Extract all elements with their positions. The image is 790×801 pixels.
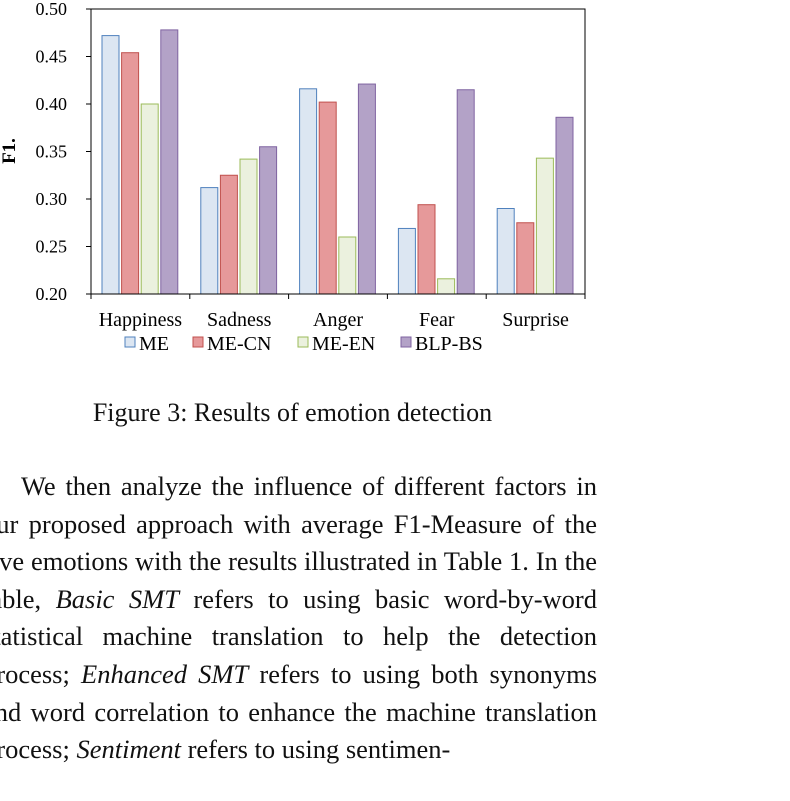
y-tick-label: 0.25 bbox=[36, 237, 68, 257]
bar-me-cn-sadness bbox=[219, 174, 238, 295]
y-axis-label: F1. bbox=[0, 138, 20, 164]
paragraph-text-1: We then analyze the influence of differe… bbox=[0, 471, 597, 614]
x-tick-label-fear: Fear bbox=[419, 309, 455, 331]
bar-me-fear bbox=[397, 227, 416, 295]
bar-me-surprise bbox=[496, 208, 515, 295]
chart-legend: ME ME-CN ME-EN BLP-BS bbox=[124, 333, 483, 355]
bar-blp-bs-happiness bbox=[160, 29, 179, 295]
legend-swatch-me-en bbox=[297, 336, 309, 348]
y-tick-label: 0.45 bbox=[36, 47, 68, 67]
legend-swatch-me-cn bbox=[192, 336, 204, 348]
bar-me-en-anger bbox=[338, 236, 357, 295]
term-enhanced-smt: Enhanced SMT bbox=[81, 658, 249, 689]
bar-me-cn-fear bbox=[417, 204, 436, 295]
legend-swatch-me bbox=[124, 336, 136, 348]
bar-me-cn-surprise bbox=[516, 222, 535, 295]
y-tick-label: 0.35 bbox=[36, 142, 68, 162]
term-sentiment: Sentiment bbox=[76, 734, 181, 765]
legend-label-me-cn: ME-CN bbox=[207, 333, 271, 355]
bar-me-en-happiness bbox=[140, 103, 159, 295]
legend-label-me-en: ME-EN bbox=[312, 333, 375, 355]
x-tick-label-happiness: Happiness bbox=[99, 309, 183, 331]
figure-caption: Figure 3: Results of emotion detection bbox=[92, 398, 493, 427]
body-paragraph: We then analyze the influence of differe… bbox=[0, 468, 597, 769]
y-tick-label: 0.20 bbox=[36, 284, 68, 304]
paragraph-text-4: refers to using sentimen- bbox=[180, 734, 451, 765]
bar-me-en-surprise bbox=[535, 157, 554, 295]
paragraph-text-2: refers to using basic word-by-word stati… bbox=[0, 583, 597, 689]
bar-blp-bs-surprise bbox=[555, 116, 574, 295]
bar-me-anger bbox=[299, 88, 318, 295]
bar-me-happiness bbox=[101, 35, 120, 295]
x-tick-label-surprise: Surprise bbox=[502, 309, 569, 331]
emotion-detection-chart: 0.20 0.25 0.30 0.35 0.40 0.45 0.50 Happiness Sa… bbox=[0, 0, 586, 355]
paragraph-text-3: refers to using both synonyms and word c… bbox=[0, 658, 598, 765]
legend-swatch-blp-bs bbox=[400, 336, 412, 348]
bar-me-cn-anger bbox=[318, 101, 337, 295]
bar-me-sadness bbox=[200, 187, 219, 295]
term-basic-smt: Basic SMT bbox=[55, 583, 179, 614]
legend-label-me: ME bbox=[139, 333, 169, 355]
y-tick-label: 0.50 bbox=[36, 0, 68, 19]
bar-blp-bs-anger bbox=[357, 83, 376, 295]
bar-me-en-fear bbox=[437, 278, 456, 295]
bar-blp-bs-fear bbox=[456, 89, 475, 295]
x-tick-label-anger: Anger bbox=[313, 309, 363, 331]
bar-blp-bs-sadness bbox=[259, 146, 278, 295]
y-tick-label: 0.30 bbox=[36, 189, 68, 209]
bar-me-en-sadness bbox=[239, 158, 258, 295]
bar-me-cn-happiness bbox=[121, 52, 140, 295]
legend-label-blp-bs: BLP-BS bbox=[415, 333, 483, 355]
y-tick-label: 0.40 bbox=[36, 94, 68, 114]
x-tick-label-sadness: Sadness bbox=[207, 309, 272, 331]
